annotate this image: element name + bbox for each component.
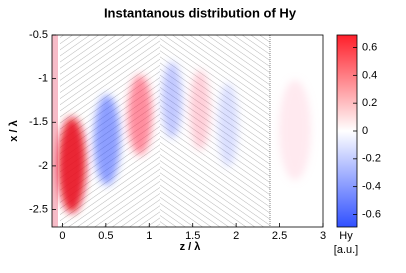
y-tick-label: -1 (38, 73, 48, 85)
colorbar-tick-label: 0.4 (362, 69, 377, 81)
y-tick-label: -2.5 (29, 203, 48, 215)
x-tick-label: 2.5 (272, 230, 287, 242)
colorbar-unit: [a.u.] (334, 244, 358, 256)
y-axis-label: x / λ (8, 120, 20, 141)
colorbar-tick-label: 0.2 (362, 97, 377, 109)
x-tick-label: 2 (233, 230, 239, 242)
colorbar-tick-label: 0 (362, 125, 368, 137)
x-tick-label: 0.5 (98, 230, 113, 242)
field-image (52, 35, 323, 227)
x-tick-label: 1.5 (185, 230, 200, 242)
colorbar-tick-label: 0.6 (362, 41, 377, 53)
x-tick-label: 0 (59, 230, 65, 242)
plot-frame (51, 34, 324, 228)
colorbar-tick-label: -0.6 (362, 208, 381, 220)
y-tick-label: -0.5 (29, 29, 48, 41)
x-tick-label: 3 (320, 230, 326, 242)
x-axis-label: z / λ (180, 241, 201, 253)
colorbar-tick-label: -0.4 (362, 181, 381, 193)
y-tick-label: -2 (38, 160, 48, 172)
x-tick-label: 1 (146, 230, 152, 242)
y-tick-label: -1.5 (29, 116, 48, 128)
colorbar-label: Hy (339, 230, 353, 242)
colorbar-tick-label: -0.2 (362, 153, 381, 165)
chart-title: Instantanous distribution of Hy (104, 5, 297, 20)
